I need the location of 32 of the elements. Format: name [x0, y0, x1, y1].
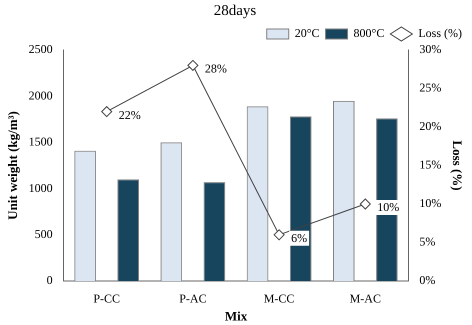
x-tick-label: P-AC — [179, 291, 207, 306]
y-axis-title: Unit weight (kg/m³) — [5, 111, 20, 220]
x-axis-title: Mix — [224, 308, 248, 324]
point — [360, 198, 371, 210]
y2-axis-title: Loss (%) — [450, 140, 465, 191]
x-tick-label: M-CC — [264, 291, 294, 306]
y2-tick-label: 15% — [419, 158, 442, 172]
data-label: 10% — [377, 200, 400, 214]
data-label: 28% — [204, 62, 227, 76]
y2-tick-label: 20% — [419, 119, 442, 134]
x-tick-label: M-AC — [350, 291, 381, 306]
y-tick-label: 2500 — [28, 42, 53, 56]
y2-tick-label: 10% — [419, 196, 442, 210]
y-tick-label: 500 — [34, 226, 53, 241]
point — [101, 106, 112, 118]
data-label: 22% — [118, 108, 141, 122]
point — [274, 229, 285, 240]
legend-label: 800°C — [354, 26, 384, 40]
y2-tick-label: 5% — [419, 234, 436, 249]
data-label: 6% — [291, 230, 308, 245]
x-tick-label: P-CC — [93, 291, 120, 306]
chart-title: 28days — [214, 2, 256, 19]
y-tick-label: 1000 — [28, 180, 53, 195]
y-tick-label: 2000 — [28, 88, 53, 102]
legend-label: 20°C — [294, 26, 320, 40]
y2-tick-label: 25% — [419, 80, 442, 95]
y-tick-label: 0 — [46, 273, 53, 288]
point — [187, 60, 198, 71]
y2-tick-label: 0% — [419, 273, 436, 288]
y2-tick-label: 30% — [419, 42, 442, 56]
legend-label: Loss (%) — [418, 26, 462, 40]
y-tick-label: 1500 — [28, 134, 53, 149]
